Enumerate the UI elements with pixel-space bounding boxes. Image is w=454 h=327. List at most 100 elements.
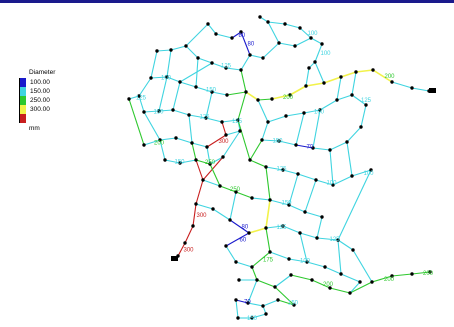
pipe-segment[interactable] — [285, 112, 305, 117]
pipe-segment[interactable] — [211, 62, 227, 69]
pipe-segment[interactable] — [295, 112, 305, 146]
junction-node[interactable] — [234, 190, 238, 194]
pipe-segment[interactable] — [310, 37, 323, 45]
pipe-segment[interactable] — [306, 261, 326, 268]
pipe-segment[interactable] — [195, 159, 204, 181]
pipe-segment[interactable] — [158, 76, 168, 112]
pipe-segment[interactable] — [195, 159, 211, 165]
pipe-segment[interactable] — [209, 156, 224, 165]
junction-node[interactable] — [228, 218, 232, 222]
pipe-segment[interactable] — [215, 33, 233, 39]
junction-node[interactable] — [292, 303, 296, 307]
junction-node[interactable] — [236, 118, 240, 122]
pipe-segment[interactable] — [251, 197, 271, 201]
junction-node[interactable] — [354, 70, 358, 74]
pipe-segment[interactable] — [265, 166, 284, 171]
pipe-segment[interactable] — [248, 227, 267, 234]
junction-node[interactable] — [255, 278, 259, 282]
pipe-segment[interactable] — [128, 98, 145, 146]
junction-node[interactable] — [237, 278, 241, 282]
pipe-segment[interactable] — [249, 159, 267, 168]
pipe-segment[interactable] — [337, 239, 342, 275]
pipe-segment[interactable] — [205, 117, 223, 123]
pipe-segment[interactable] — [212, 208, 231, 221]
junction-node[interactable] — [261, 56, 265, 60]
junction-node[interactable] — [187, 113, 191, 117]
pipe-segment[interactable] — [271, 94, 291, 100]
pipe-segment[interactable] — [351, 71, 357, 96]
pipe-segment[interactable] — [294, 37, 312, 47]
pipe-segment[interactable] — [222, 130, 241, 158]
junction-node[interactable] — [224, 66, 228, 70]
pipe-segment[interactable] — [207, 23, 217, 35]
pipe-segment[interactable] — [164, 159, 181, 164]
junction-node[interactable] — [335, 98, 339, 102]
junction-node[interactable] — [281, 168, 285, 172]
junction-node[interactable] — [236, 316, 240, 320]
junction-node[interactable] — [358, 280, 362, 284]
pipe-segment[interactable] — [349, 281, 373, 294]
junction-node[interactable] — [359, 125, 363, 129]
junction-node[interactable] — [318, 108, 322, 112]
pipe-segment[interactable] — [229, 191, 237, 221]
pipe-segment[interactable] — [191, 142, 208, 148]
junction-node[interactable] — [239, 68, 243, 72]
pipe-segment[interactable] — [262, 42, 280, 59]
junction-node[interactable] — [218, 184, 222, 188]
junction-node[interactable] — [190, 141, 194, 145]
pipe-segment[interactable] — [143, 111, 161, 141]
junction-node[interactable] — [287, 257, 291, 261]
pipe-segment[interactable] — [319, 99, 338, 111]
pipe-segment[interactable] — [349, 281, 361, 294]
pipe-segment[interactable] — [265, 166, 271, 201]
pipe-segment[interactable] — [166, 76, 181, 83]
junction-node[interactable] — [205, 145, 209, 149]
pipe-segment[interactable] — [235, 299, 249, 304]
junction-node[interactable] — [225, 93, 229, 97]
pipe-segment[interactable] — [336, 94, 353, 101]
pipe-segment[interactable] — [179, 81, 197, 88]
pipe-segment[interactable] — [371, 275, 393, 283]
junction-node[interactable] — [174, 136, 178, 140]
pipe-segment[interactable] — [221, 119, 239, 123]
junction-node[interactable] — [224, 244, 228, 248]
pipe-segment[interactable] — [188, 114, 207, 119]
junction-node[interactable] — [268, 250, 272, 254]
junction-node[interactable] — [142, 110, 146, 114]
pipe-segment[interactable] — [257, 98, 273, 101]
junction-node[interactable] — [294, 143, 298, 147]
pipe-segment[interactable] — [337, 239, 354, 251]
junction-node[interactable] — [298, 231, 302, 235]
junction-node[interactable] — [149, 76, 153, 80]
pipe-segment[interactable] — [282, 225, 301, 234]
junction-node[interactable] — [339, 272, 343, 276]
junction-node[interactable] — [314, 178, 318, 182]
pipe-segment[interactable] — [219, 185, 237, 193]
junction-node[interactable] — [191, 224, 195, 228]
pipe-segment[interactable] — [235, 299, 239, 319]
pipe-segment[interactable] — [195, 86, 213, 93]
junction-node[interactable] — [230, 36, 234, 40]
pipe-segment[interactable] — [209, 163, 221, 187]
pipe-segment[interactable] — [278, 42, 296, 47]
pipe-segment[interactable] — [166, 49, 172, 78]
pipe-segment[interactable] — [305, 67, 310, 87]
pipe-segment[interactable] — [304, 211, 323, 218]
pipe-segment[interactable] — [312, 147, 331, 151]
pipe-segment[interactable] — [138, 95, 145, 113]
junction-node[interactable] — [289, 273, 293, 277]
pipe-segment[interactable] — [312, 109, 321, 149]
pipe-segment[interactable] — [240, 31, 251, 56]
junction-node[interactable] — [142, 143, 146, 147]
pipe-segment[interactable] — [304, 179, 317, 213]
junction-node[interactable] — [370, 280, 374, 284]
junction-node[interactable] — [246, 301, 250, 305]
junction-node[interactable] — [264, 226, 268, 230]
pipe-segment[interactable] — [235, 191, 253, 199]
junction-node[interactable] — [220, 120, 224, 124]
pipe-segment[interactable] — [303, 109, 321, 114]
pipe-segment[interactable] — [265, 227, 271, 253]
pipe-segment[interactable] — [128, 95, 140, 100]
pipe-segment[interactable] — [221, 121, 227, 136]
pipe-segment[interactable] — [323, 76, 342, 84]
